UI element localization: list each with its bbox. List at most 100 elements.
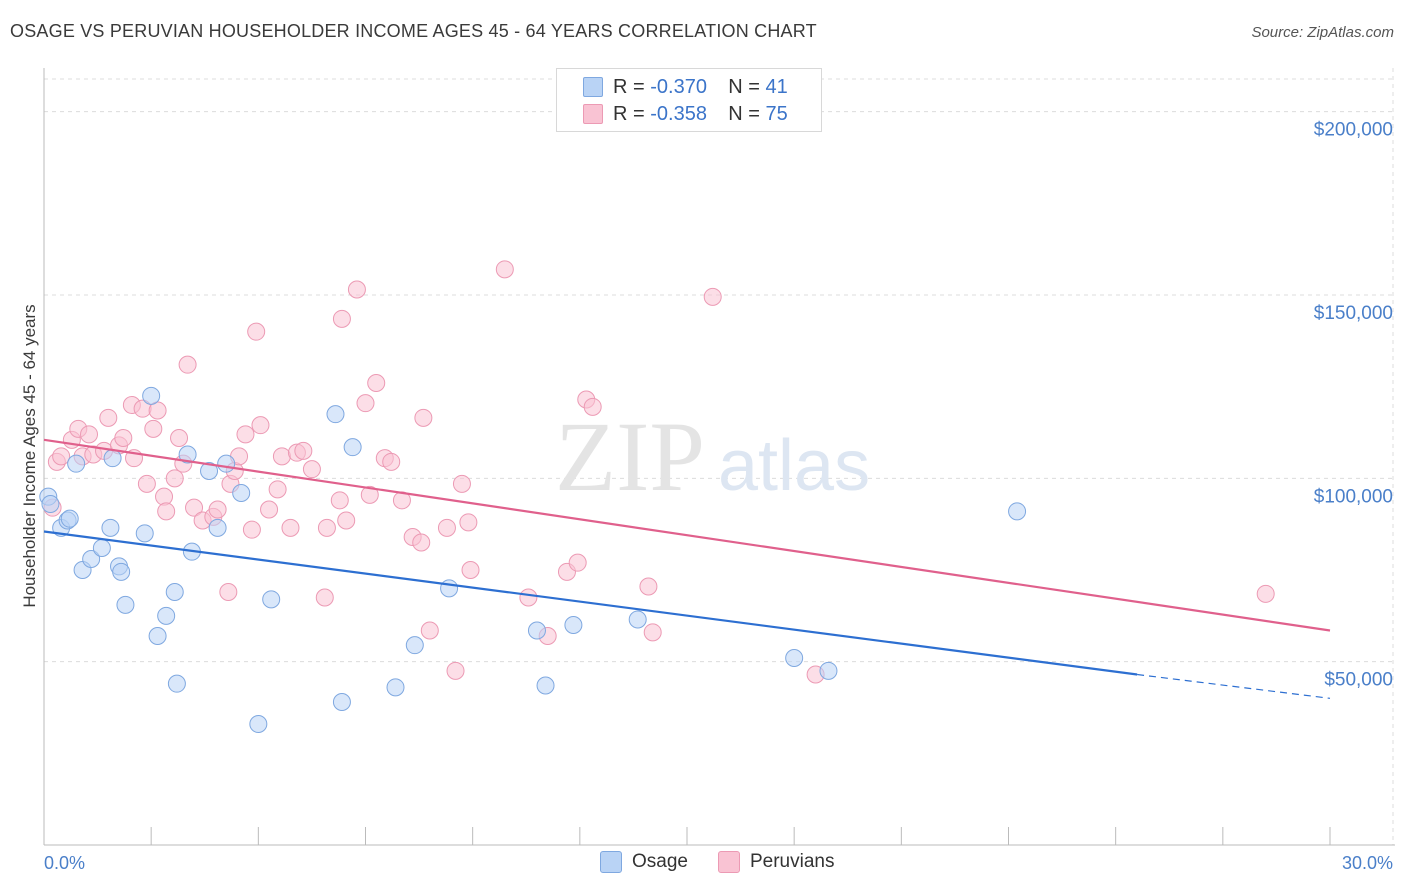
- x-tick-label-max: 30.0%: [1342, 853, 1393, 873]
- peruvians-point: [356, 394, 375, 413]
- peruvians-point: [495, 260, 514, 279]
- legend-row-osage: R = -0.370 N = 41: [583, 74, 788, 100]
- bottom-legend-peruvians-label: Peruvians: [749, 851, 835, 872]
- peruvians-point: [414, 408, 433, 427]
- peruvians-point: [382, 452, 401, 471]
- osage-point: [249, 715, 268, 733]
- legend-r-value: -0.358: [650, 102, 707, 125]
- peruvians-point: [272, 447, 291, 466]
- osage-point: [527, 621, 546, 640]
- osage-point: [60, 509, 79, 528]
- legend-r-value: -0.370: [650, 75, 707, 98]
- legend-n-label: N =: [728, 75, 760, 98]
- y-tick-label: $200,000: [1314, 120, 1393, 141]
- watermark: ZIP atlas: [555, 401, 870, 512]
- peruvians-point: [459, 513, 478, 532]
- osage-swatch: [600, 851, 622, 873]
- peruvians-point: [360, 485, 379, 504]
- peruvians-point: [281, 518, 300, 537]
- osage-point: [165, 583, 184, 601]
- legend-r-label: R =: [613, 102, 645, 125]
- peruvians-point: [461, 561, 480, 579]
- peruvians-point: [137, 474, 156, 493]
- legend-n-label: N =: [728, 102, 760, 125]
- axes: [43, 68, 1395, 846]
- peruvians-point: [420, 621, 439, 640]
- osage-point: [1008, 502, 1027, 521]
- peruvians-point: [347, 280, 366, 299]
- peruvians-point: [144, 419, 163, 438]
- osage-point: [167, 674, 186, 693]
- peruvians-point: [236, 425, 255, 444]
- peruvians-point: [367, 374, 386, 392]
- osage-point: [116, 595, 135, 614]
- osage-point: [232, 484, 251, 502]
- legend-row-peruvians: R = -0.358 N = 75: [583, 101, 788, 127]
- chart-title: OSAGE VS PERUVIAN HOUSEHOLDER INCOME AGE…: [10, 21, 817, 41]
- legend-n-value: 41: [765, 75, 788, 98]
- legend-r-label: R =: [613, 75, 645, 98]
- peruvians-point: [639, 577, 658, 596]
- peruvians-point: [446, 661, 465, 680]
- peruvians-point: [452, 474, 471, 493]
- peruvians-point: [185, 498, 204, 517]
- peruvians-point: [302, 460, 321, 479]
- peruvians-point: [178, 355, 197, 374]
- trend-lines: [43, 438, 1331, 699]
- osage-trend-extension: [1137, 673, 1331, 699]
- osage-point: [142, 386, 161, 405]
- y-tick-label: $50,000: [1324, 670, 1393, 691]
- osage-point: [148, 627, 167, 645]
- legend-n-value: 75: [765, 102, 788, 125]
- osage-point: [628, 610, 647, 629]
- osage-point: [41, 495, 60, 513]
- bottom-legend: Osage Peruvians: [600, 851, 864, 873]
- tick-labels: $50,000 $100,000 $150,000 $200,000 0.0% 30.0%: [44, 120, 1393, 873]
- osage-point: [440, 579, 459, 598]
- osage-point: [564, 616, 583, 634]
- peruvians-point: [260, 500, 279, 519]
- peruvians-point: [294, 441, 313, 460]
- osage-point: [326, 405, 345, 424]
- peruvians-point: [330, 491, 349, 510]
- source-label: Source: ZipAtlas.com: [1251, 24, 1394, 41]
- osage-point: [92, 539, 111, 557]
- peruvians-point: [251, 416, 270, 435]
- peruvians-point: [412, 533, 431, 552]
- peruvians-point: [703, 287, 722, 306]
- peruvians-point: [219, 583, 238, 601]
- osage-point: [103, 449, 122, 468]
- peruvians-point: [519, 588, 538, 607]
- osage-point: [112, 562, 131, 581]
- osage-trend-line: [43, 530, 1138, 676]
- peruvians-point: [165, 469, 184, 488]
- osage-point: [178, 445, 197, 464]
- peruvians-point: [208, 500, 227, 519]
- watermark-zip: ZIP: [555, 401, 705, 512]
- peruvians-swatch: [583, 104, 603, 124]
- osage-point: [200, 462, 219, 480]
- peruvians-point: [568, 553, 587, 572]
- bottom-legend-osage: Osage: [600, 851, 688, 873]
- y-axis-label: Householder Income Ages 45 - 64 years: [20, 304, 39, 607]
- bottom-legend-osage-label: Osage: [632, 851, 688, 872]
- osage-point: [332, 693, 351, 711]
- legend: R = -0.370 N = 41 R = -0.358 N = 75: [556, 68, 822, 132]
- osage-point: [101, 518, 120, 537]
- peruvians-point: [268, 480, 287, 499]
- peruvians-trend-line: [43, 438, 1331, 632]
- peruvians-point: [437, 518, 456, 537]
- peruvians-point: [80, 425, 99, 444]
- peruvians-swatch: [717, 851, 740, 873]
- osage-point: [343, 438, 362, 457]
- peruvians-point: [99, 408, 118, 427]
- peruvians-point: [337, 511, 356, 530]
- peruvians-point: [114, 429, 133, 447]
- peruvians-point: [583, 397, 602, 416]
- peruvians-point: [242, 520, 261, 539]
- watermark-atlas: atlas: [718, 426, 870, 506]
- osage-point: [405, 636, 424, 655]
- bottom-legend-peruvians: Peruvians: [717, 851, 835, 873]
- peruvians-point: [1256, 584, 1275, 603]
